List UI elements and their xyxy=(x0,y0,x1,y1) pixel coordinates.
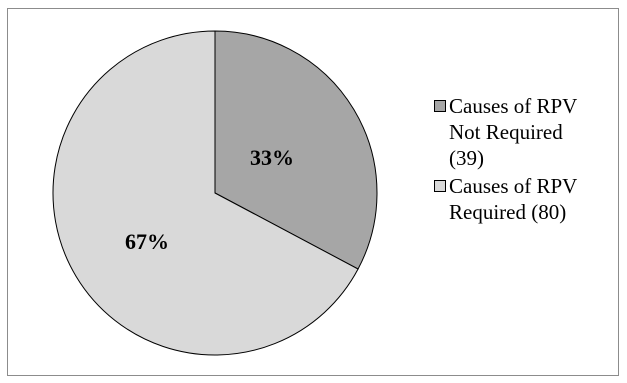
pie-slice-required xyxy=(52,30,359,356)
slice-label-required: 67% xyxy=(125,229,169,254)
legend-item-not-required: Causes of RPV Not Required (39) xyxy=(434,93,619,171)
legend-swatch-not-required xyxy=(434,100,446,112)
legend-item-required: Causes of RPV Required (80) xyxy=(434,173,619,225)
legend-label-required: Causes of RPV Required (80) xyxy=(449,174,578,224)
legend-swatch-required xyxy=(434,180,446,192)
pie-slice-not-required xyxy=(214,30,378,270)
legend-label-not-required: Causes of RPV Not Required (39) xyxy=(449,94,578,170)
slice-label-not-required: 33% xyxy=(250,145,294,170)
chart-legend: Causes of RPV Not Required (39) Causes o… xyxy=(434,93,619,227)
